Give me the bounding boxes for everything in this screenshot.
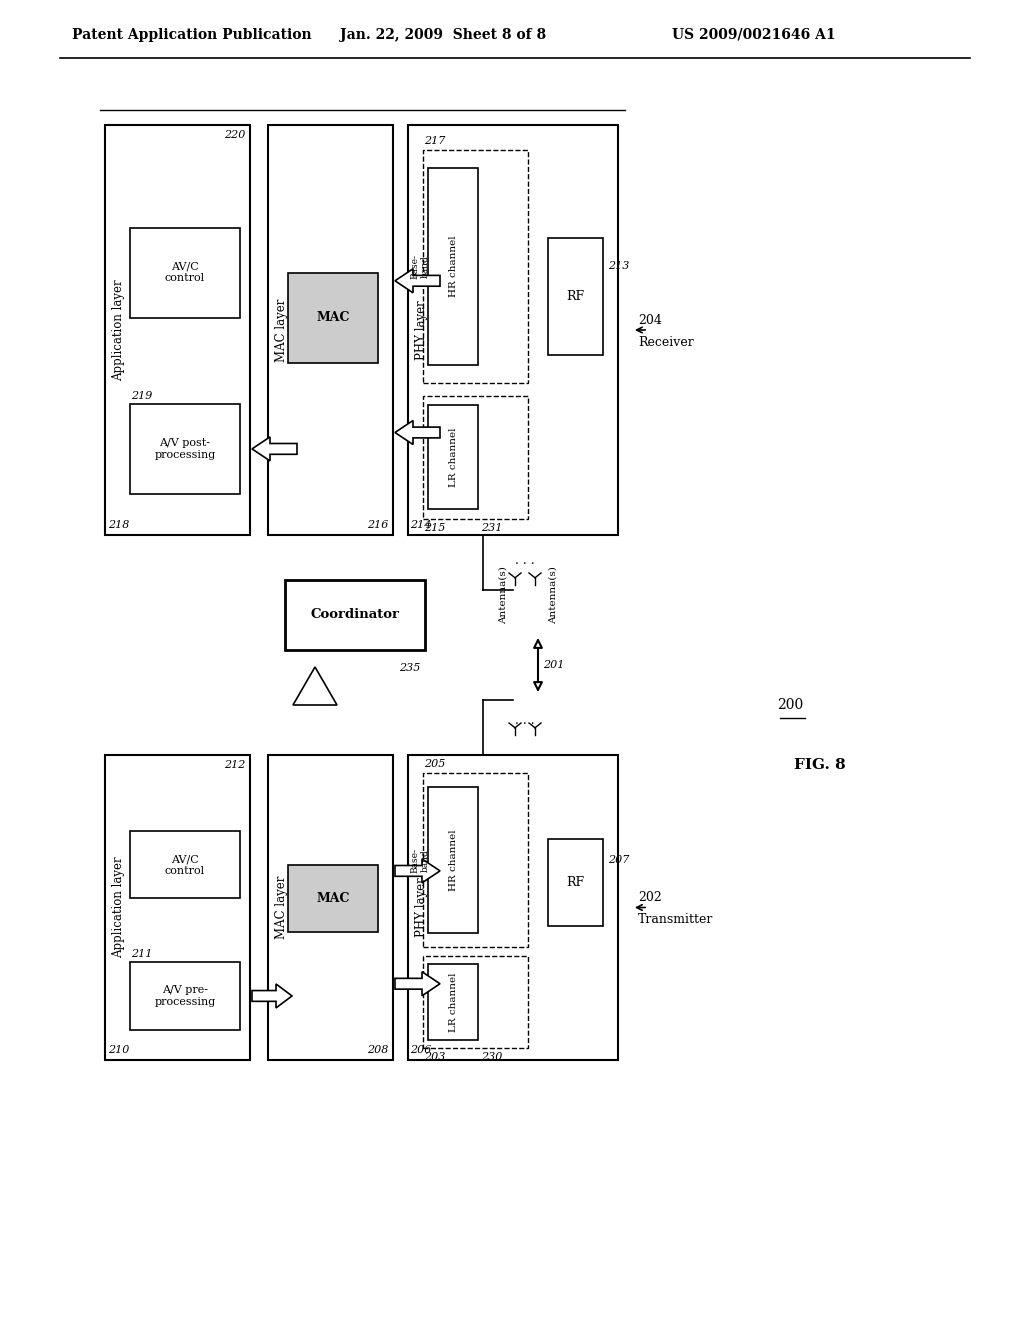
Text: 211: 211	[131, 949, 153, 960]
Bar	[428, 787, 478, 933]
Text: 219: 219	[131, 391, 153, 401]
Text: 204: 204	[638, 314, 662, 326]
Text: US 2009/0021646 A1: US 2009/0021646 A1	[672, 28, 836, 42]
Text: A/V post-
processing: A/V post- processing	[155, 438, 216, 459]
Bar	[130, 227, 240, 318]
Bar	[423, 956, 528, 1048]
Text: FIG. 8: FIG. 8	[795, 758, 846, 772]
Bar	[408, 125, 618, 535]
Text: 201: 201	[543, 660, 564, 671]
Text: HR channel: HR channel	[449, 236, 458, 297]
Text: AV/C
control: AV/C control	[165, 261, 205, 284]
Text: Receiver: Receiver	[638, 335, 693, 348]
Bar	[428, 405, 478, 508]
Bar	[288, 865, 378, 932]
Bar	[268, 125, 393, 535]
Text: 205: 205	[424, 759, 445, 770]
Bar	[288, 273, 378, 363]
Text: . . .: . . .	[515, 714, 535, 726]
Text: 231: 231	[481, 523, 503, 532]
Text: Antenna(s): Antenna(s)	[549, 566, 557, 624]
Bar	[105, 125, 250, 535]
Text: Coordinator: Coordinator	[310, 609, 399, 622]
Bar	[423, 396, 528, 519]
Bar	[428, 964, 478, 1040]
Text: 208: 208	[367, 1045, 388, 1055]
Text: 216: 216	[367, 520, 388, 531]
Bar	[105, 755, 250, 1060]
Text: Application layer: Application layer	[113, 857, 126, 958]
Text: 235: 235	[398, 663, 420, 673]
Text: 206: 206	[410, 1045, 431, 1055]
Text: 214: 214	[410, 520, 431, 531]
Text: RF: RF	[566, 876, 585, 890]
Polygon shape	[395, 972, 440, 995]
Text: Base-
band: Base- band	[411, 253, 430, 279]
Text: AV/C
control: AV/C control	[165, 854, 205, 875]
Text: 217: 217	[424, 136, 445, 145]
Polygon shape	[395, 269, 440, 293]
Bar	[130, 832, 240, 899]
Text: A/V pre-
processing: A/V pre- processing	[155, 985, 216, 1007]
Polygon shape	[395, 859, 440, 883]
Text: MAC: MAC	[316, 892, 350, 904]
Text: MAC layer: MAC layer	[275, 875, 289, 940]
Text: MAC: MAC	[316, 312, 350, 325]
Bar	[268, 755, 393, 1060]
Text: Patent Application Publication: Patent Application Publication	[72, 28, 311, 42]
Bar	[428, 168, 478, 364]
Bar	[130, 962, 240, 1030]
Bar	[130, 404, 240, 494]
Bar	[285, 579, 425, 649]
Polygon shape	[252, 983, 292, 1008]
Text: 200: 200	[777, 698, 803, 711]
Text: 230: 230	[481, 1052, 503, 1061]
Text: RF: RF	[566, 290, 585, 304]
Text: 218: 218	[108, 520, 129, 531]
Bar	[423, 149, 528, 383]
Text: 220: 220	[223, 129, 245, 140]
Polygon shape	[252, 437, 297, 461]
Text: HR channel: HR channel	[449, 829, 458, 891]
Text: Antenna(s): Antenna(s)	[499, 566, 508, 624]
Text: 207: 207	[608, 855, 630, 865]
Bar	[548, 239, 603, 355]
Text: 212: 212	[223, 760, 245, 770]
Text: Transmitter: Transmitter	[638, 913, 714, 927]
Text: 203: 203	[424, 1052, 445, 1061]
Text: LR channel: LR channel	[449, 973, 458, 1032]
Text: 213: 213	[608, 261, 630, 272]
Text: 202: 202	[638, 891, 662, 904]
Text: 210: 210	[108, 1045, 129, 1055]
Text: PHY layer: PHY layer	[416, 300, 428, 360]
Bar	[423, 774, 528, 948]
Text: Base-
band: Base- band	[411, 847, 430, 873]
Text: . . .: . . .	[515, 553, 535, 566]
Text: Jan. 22, 2009  Sheet 8 of 8: Jan. 22, 2009 Sheet 8 of 8	[340, 28, 546, 42]
Bar	[408, 755, 618, 1060]
Bar	[548, 840, 603, 927]
Text: 215: 215	[424, 523, 445, 532]
Text: MAC layer: MAC layer	[275, 298, 289, 362]
Text: PHY layer: PHY layer	[416, 878, 428, 937]
Polygon shape	[395, 421, 440, 445]
Text: Application layer: Application layer	[113, 280, 126, 380]
Text: LR channel: LR channel	[449, 428, 458, 487]
